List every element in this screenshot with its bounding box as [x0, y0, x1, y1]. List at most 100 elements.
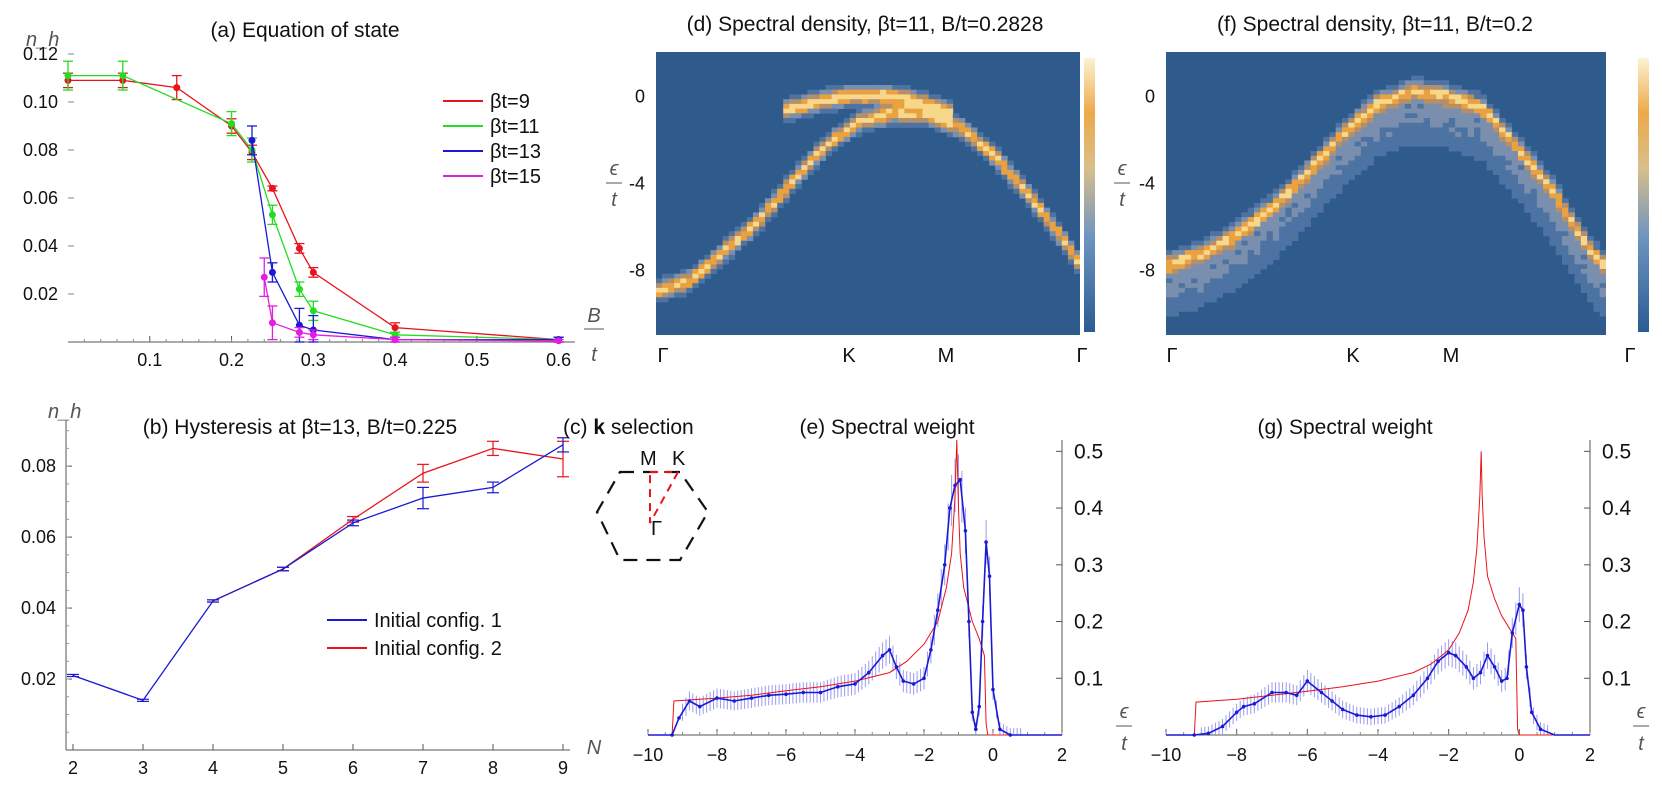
f-heat-cell	[1568, 231, 1575, 237]
f-heat-cell	[1241, 235, 1249, 242]
d-heat-cell	[777, 184, 784, 190]
f-heat-cell	[1235, 221, 1242, 227]
g-data-point	[1492, 665, 1497, 669]
d-heat-cell	[1007, 169, 1014, 176]
f-heat-cell	[1360, 132, 1368, 138]
panel-e-xlabel-den: t	[1121, 733, 1128, 755]
f-heat-cell	[1373, 113, 1381, 119]
f-heat-cell	[1272, 207, 1280, 213]
f-heat-cell	[1574, 221, 1582, 227]
d-heat-cell	[789, 103, 796, 109]
f-heat-cell	[1423, 122, 1431, 128]
f-heat-cell	[1348, 141, 1355, 147]
f-heat-cell	[1492, 165, 1500, 171]
f-heat-cell	[1499, 155, 1506, 161]
f-heat-cell	[1191, 268, 1198, 275]
d-heat-cell	[898, 108, 905, 114]
d-heat-cell	[819, 141, 826, 147]
d-heat-cell	[886, 113, 893, 119]
f-heat-cell	[1511, 141, 1519, 147]
a-ytick-label: 0.04	[23, 236, 58, 256]
d-heat-cell	[977, 136, 984, 143]
d-heat-cell	[740, 221, 748, 227]
f-heat-cell	[1298, 169, 1305, 176]
panel-b-ylabel: n_h	[48, 401, 81, 423]
d-heat-cell	[807, 169, 814, 176]
e-data-point	[887, 648, 892, 652]
f-heat-cell	[1518, 141, 1525, 147]
panel-g-xlabel-den: t	[1638, 733, 1645, 755]
e-ytick-label: 0.1	[1074, 667, 1103, 690]
f-heat-cell	[1235, 264, 1242, 270]
f-heat-cell	[1298, 198, 1305, 204]
e-data-point	[967, 619, 971, 624]
d-heat-cell	[983, 155, 990, 161]
d-heat-cell	[656, 297, 663, 303]
panel-e-title: (e) Spectral weight	[799, 416, 974, 439]
f-heat-cell	[1442, 122, 1450, 128]
f-heat-cell	[1310, 193, 1318, 199]
f-heat-cell	[1486, 103, 1494, 109]
f-heat-cell	[1536, 174, 1544, 180]
d-heat-cell	[801, 99, 808, 105]
f-heat-cell	[1555, 231, 1563, 237]
e-data-point	[732, 699, 737, 703]
f-heat-cell	[1386, 141, 1393, 147]
f-heat-cell	[1342, 155, 1349, 161]
f-heat-cell	[1455, 89, 1462, 95]
f-heat-cell	[1367, 118, 1374, 124]
a-data-point	[295, 328, 303, 336]
f-heat-cell	[1266, 193, 1274, 199]
f-heat-cell	[1254, 212, 1261, 218]
f-heat-cell	[1599, 254, 1606, 260]
f-heat-cell	[1492, 108, 1500, 114]
f-heat-cell	[1430, 108, 1437, 114]
d-heat-cell	[716, 259, 724, 265]
d-heat-cell	[1031, 202, 1038, 209]
e-ytick-label: 0.4	[1074, 497, 1104, 520]
panel-e-yticks: 0.10.20.30.40.5	[1056, 440, 1104, 690]
f-heat-cell	[1386, 113, 1393, 119]
f-heat-cell	[1455, 136, 1462, 143]
d-heat-cell	[886, 122, 893, 128]
d-heat-cell	[1037, 198, 1045, 204]
e-data-point	[698, 704, 702, 709]
panel-g-xticks: −10 −8 −6 −4 −2 0 2	[1151, 729, 1595, 765]
d-heat-cell	[668, 292, 675, 298]
f-heat-cell	[1316, 202, 1324, 209]
f-heat-cell	[1247, 217, 1255, 223]
f-heat-cell	[1411, 75, 1418, 81]
g-data-point	[1206, 731, 1211, 736]
d-heat-cell	[807, 165, 814, 171]
f-heat-cell	[1599, 306, 1606, 312]
d-heat-cell	[746, 217, 754, 223]
f-heat-cell	[1360, 160, 1368, 166]
f-heat-cell	[1367, 99, 1374, 105]
d-heat-cell	[886, 108, 893, 114]
d-heat-cell	[837, 141, 845, 147]
d-heat-cell	[825, 85, 833, 91]
a-data-point	[555, 337, 563, 345]
d-heat-cell	[1073, 259, 1080, 265]
d-heat-cell	[807, 151, 814, 157]
f-heat-cell	[1335, 136, 1343, 143]
f-heat-cell	[1499, 127, 1506, 133]
d-heat-cell	[964, 136, 972, 143]
legend-config-1: Initial config. 1	[374, 610, 502, 632]
f-heat-cell	[1474, 132, 1481, 138]
f-heat-cell	[1599, 259, 1606, 265]
panel-c-title-prefix: (c)	[563, 416, 593, 439]
f-heat-cell	[1184, 250, 1192, 256]
f-heat-cell	[1536, 193, 1544, 199]
f-heat-cell	[1285, 217, 1293, 223]
f-heat-cell	[1304, 169, 1311, 176]
f-heat-cell	[1329, 141, 1337, 147]
d-heat-cell	[813, 103, 820, 109]
d-heat-cell	[1007, 179, 1014, 185]
d-heat-cell	[704, 268, 711, 275]
d-heat-cell	[813, 89, 820, 95]
e-data-point	[929, 648, 933, 652]
f-heat-cell	[1222, 264, 1230, 270]
f-heat-cell	[1228, 287, 1236, 293]
panel-e: (e) Spectral weight −10 −8 −6 −4 −2 0 2 0.10.2…	[633, 416, 1132, 765]
